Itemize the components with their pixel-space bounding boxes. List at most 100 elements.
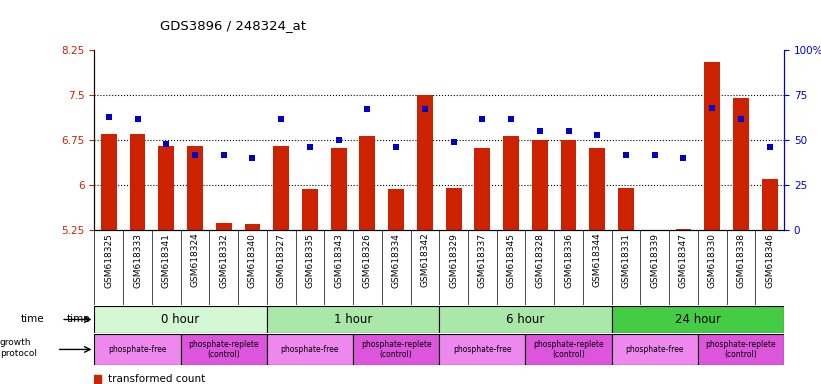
Text: GSM618346: GSM618346 — [765, 233, 774, 288]
Point — [304, 144, 317, 151]
Bar — [532, 140, 548, 230]
Point — [447, 139, 461, 145]
Bar — [302, 189, 318, 230]
Bar — [439, 306, 612, 333]
Bar — [331, 148, 346, 230]
Text: time: time — [21, 314, 44, 324]
Bar — [181, 334, 267, 365]
Bar — [698, 334, 784, 365]
Text: GSM618327: GSM618327 — [277, 233, 286, 288]
Bar — [267, 306, 439, 333]
Point — [160, 141, 173, 147]
Point — [620, 152, 633, 158]
Text: GSM618344: GSM618344 — [593, 233, 602, 287]
Point — [274, 116, 288, 122]
Bar — [733, 98, 749, 230]
Bar — [273, 146, 289, 230]
Point — [419, 106, 432, 113]
Point — [562, 128, 576, 134]
Text: 0 hour: 0 hour — [162, 313, 200, 326]
Text: GSM618340: GSM618340 — [248, 233, 257, 288]
Bar — [94, 334, 181, 365]
Bar — [130, 134, 145, 230]
Point — [649, 152, 662, 158]
Text: GSM618342: GSM618342 — [420, 233, 429, 287]
Point — [246, 155, 259, 161]
Bar — [525, 334, 612, 365]
Text: GSM618330: GSM618330 — [708, 233, 717, 288]
Text: phosphate-free: phosphate-free — [108, 345, 167, 354]
Text: GSM618326: GSM618326 — [363, 233, 372, 288]
Text: GSM618324: GSM618324 — [190, 233, 200, 287]
Text: phosphate-replete
(control): phosphate-replete (control) — [360, 340, 432, 359]
Bar — [158, 146, 174, 230]
Bar — [360, 136, 375, 230]
Text: 24 hour: 24 hour — [675, 313, 721, 326]
Bar — [561, 140, 576, 230]
Text: GSM618341: GSM618341 — [162, 233, 171, 288]
Bar — [187, 146, 203, 230]
Text: phosphate-free: phosphate-free — [453, 345, 511, 354]
Bar — [589, 148, 605, 230]
Text: GSM618345: GSM618345 — [507, 233, 516, 288]
Point — [103, 114, 116, 120]
Bar — [94, 306, 267, 333]
Text: GSM618335: GSM618335 — [305, 233, 314, 288]
Text: phosphate-free: phosphate-free — [626, 345, 684, 354]
Text: GSM618333: GSM618333 — [133, 233, 142, 288]
Point — [361, 106, 374, 113]
Text: 6 hour: 6 hour — [507, 313, 544, 326]
Text: phosphate-replete
(control): phosphate-replete (control) — [705, 340, 777, 359]
Bar — [101, 134, 117, 230]
Text: phosphate-replete
(control): phosphate-replete (control) — [188, 340, 259, 359]
Bar — [618, 188, 634, 230]
Point — [764, 144, 777, 151]
Bar — [762, 179, 777, 230]
Text: GSM618338: GSM618338 — [736, 233, 745, 288]
Point — [534, 128, 547, 134]
Point — [735, 116, 748, 122]
Point — [677, 155, 690, 161]
Text: 1 hour: 1 hour — [334, 313, 372, 326]
Text: phosphate-replete
(control): phosphate-replete (control) — [533, 340, 604, 359]
Text: GSM618339: GSM618339 — [650, 233, 659, 288]
Bar — [612, 334, 698, 365]
Bar — [439, 334, 525, 365]
Point — [504, 116, 518, 122]
Text: GDS3896 / 248324_at: GDS3896 / 248324_at — [160, 19, 306, 32]
Point — [390, 144, 403, 151]
Text: GSM618328: GSM618328 — [535, 233, 544, 288]
Text: GSM618343: GSM618343 — [334, 233, 343, 288]
Point — [333, 137, 346, 143]
Text: time: time — [67, 314, 90, 324]
Text: GSM618337: GSM618337 — [478, 233, 487, 288]
Point — [706, 104, 719, 111]
Bar — [704, 62, 720, 230]
Bar — [612, 306, 784, 333]
Text: GSM618347: GSM618347 — [679, 233, 688, 288]
Point — [591, 132, 604, 138]
Text: GSM618336: GSM618336 — [564, 233, 573, 288]
Bar — [388, 189, 404, 230]
Bar — [267, 334, 353, 365]
Text: GSM618331: GSM618331 — [621, 233, 631, 288]
Text: GSM618329: GSM618329 — [449, 233, 458, 288]
Text: growth
protocol: growth protocol — [0, 338, 37, 358]
Bar — [245, 224, 260, 230]
Bar — [475, 148, 490, 230]
Text: GSM618325: GSM618325 — [104, 233, 113, 288]
Text: GSM618332: GSM618332 — [219, 233, 228, 288]
Bar — [446, 188, 461, 230]
Bar — [676, 229, 691, 230]
Point — [131, 116, 144, 122]
Bar — [216, 223, 232, 230]
Text: transformed count: transformed count — [108, 374, 205, 384]
Bar — [353, 334, 439, 365]
Bar — [417, 95, 433, 230]
Text: GSM618334: GSM618334 — [392, 233, 401, 288]
Bar — [503, 136, 519, 230]
Point — [189, 152, 202, 158]
Point — [476, 116, 489, 122]
Text: phosphate-free: phosphate-free — [281, 345, 339, 354]
Point — [218, 152, 231, 158]
